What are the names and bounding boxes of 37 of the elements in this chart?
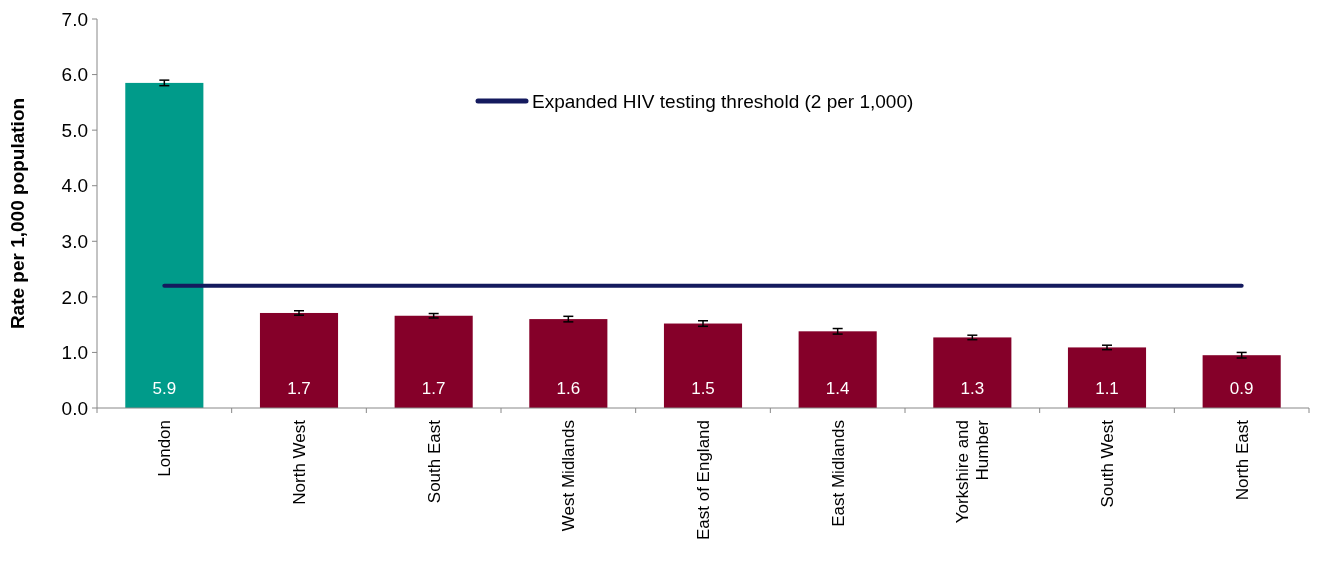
bar	[798, 331, 877, 408]
x-tick-label: North West	[289, 419, 309, 505]
bar	[259, 312, 339, 408]
y-tick-label: 5.0	[61, 119, 88, 141]
y-tick-label: 6.0	[61, 64, 88, 86]
y-tick-label: 3.0	[61, 230, 88, 252]
y-tick-label: 7.0	[61, 8, 88, 30]
x-tick-label: South West	[1097, 419, 1117, 508]
x-tick-label: Yorkshire and Humber	[953, 419, 993, 524]
x-tick-label: London	[155, 420, 175, 477]
x-tick-label: West Midlands	[559, 420, 579, 532]
y-tick-label: 0.0	[61, 397, 88, 419]
y-axis-title: Rate per 1,000 population	[7, 97, 28, 330]
y-tick-label: 4.0	[61, 175, 88, 197]
bar	[394, 315, 473, 408]
data-label: 0.9	[1229, 379, 1254, 398]
data-label: 1.7	[287, 379, 311, 398]
bar	[663, 323, 743, 408]
data-label: 1.7	[421, 379, 446, 398]
bar	[1067, 347, 1147, 408]
x-tick-label: East of England	[693, 420, 713, 541]
bar	[125, 82, 204, 408]
bar	[933, 337, 1012, 408]
x-tick-label: South East	[424, 419, 444, 504]
x-tick-label: East Midlands	[828, 420, 848, 527]
data-label: 1.3	[960, 379, 985, 398]
bar	[1202, 355, 1281, 408]
data-label: 1.5	[691, 379, 715, 398]
data-label: 1.1	[1095, 379, 1119, 398]
bar	[529, 319, 608, 408]
y-tick-label: 1.0	[61, 342, 88, 364]
legend-label: Expanded HIV testing threshold (2 per 1,000)	[532, 90, 914, 112]
data-label: 5.9	[152, 379, 177, 398]
data-label: 1.6	[556, 379, 581, 398]
data-label: 1.4	[825, 379, 850, 398]
y-tick-label: 2.0	[61, 286, 88, 308]
x-tick-label: North East	[1232, 419, 1252, 501]
